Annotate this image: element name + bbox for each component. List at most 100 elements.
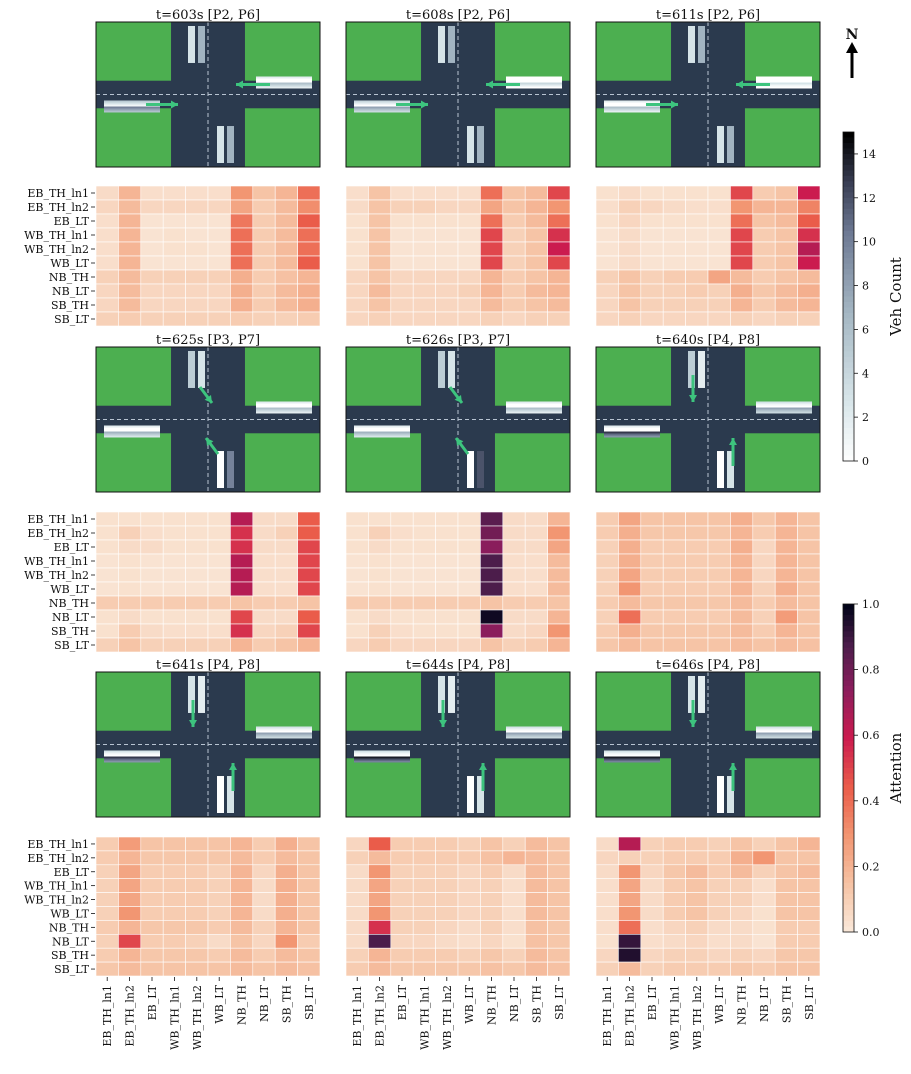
wb-lane-count: [506, 403, 562, 406]
col-tick-label: WB_LT: [213, 984, 226, 1023]
heatmap-cell: [547, 227, 571, 243]
heatmap-cell: [207, 836, 231, 852]
heatmap-cell: [752, 199, 776, 215]
attention-heatmap: [345, 836, 571, 977]
eb-lane-count: [354, 750, 410, 753]
heatmap-cell: [707, 961, 731, 977]
heatmap-cell: [390, 595, 414, 611]
heatmap-cell: [797, 933, 821, 949]
heatmap-cell: [345, 255, 369, 271]
heatmap-cell: [297, 920, 321, 935]
heatmap-cell: [752, 511, 776, 527]
heatmap-cell: [457, 892, 481, 907]
heatmap-cell: [524, 269, 548, 285]
heatmap-cell: [662, 864, 686, 879]
wb-lane-count: [256, 403, 312, 406]
wb-lane-count: [256, 80, 312, 83]
wb-lane-count: [506, 401, 562, 404]
heatmap-cell: [457, 567, 481, 583]
wb-lane-count: [756, 78, 812, 81]
colorbar-gradient-slice: [843, 642, 854, 649]
colorbar-gradient-slice: [843, 877, 854, 884]
colorbar-gradient-slice: [843, 746, 854, 753]
eb-lane-count: [104, 760, 160, 763]
colorbar-gradient-slice: [843, 142, 854, 149]
heatmap-cell: [118, 553, 142, 569]
colorbar-tick-label: 14: [862, 148, 876, 161]
panel-frame: [345, 671, 571, 818]
heatmap-cell: [502, 947, 526, 963]
colorbar-gradient-slice: [843, 751, 854, 758]
heatmap-cell: [274, 199, 298, 215]
heatmap-cell: [162, 297, 186, 313]
col-tick-label: EB_TH_ln2: [624, 985, 637, 1047]
heatmap-cell: [774, 892, 798, 907]
grass-block-ne: [494, 347, 570, 406]
heatmap-cell: [640, 906, 664, 921]
heatmap-cell: [774, 227, 798, 243]
eb-lane-count: [104, 110, 160, 113]
heatmap-cell: [252, 539, 276, 555]
heatmap-cell: [412, 623, 436, 639]
colorbar-gradient-slice: [843, 175, 854, 182]
heatmap-cell: [662, 199, 686, 215]
colorbar-gradient-slice: [843, 811, 854, 818]
heatmap-cell: [774, 836, 798, 852]
heatmap-cell: [685, 595, 709, 611]
heatmap-cell: [595, 567, 619, 583]
colorbar-gradient-slice: [843, 356, 854, 363]
nb-lane-count: [217, 451, 224, 488]
heatmap-cell: [685, 637, 709, 653]
col-tick-label: WB_LT: [463, 984, 476, 1023]
colorbar-gradient-slice: [843, 691, 854, 698]
movement-arrow-head: [689, 395, 697, 402]
row-tick-label: WB_TH_ln1: [24, 880, 89, 893]
heatmap-cell: [230, 567, 254, 583]
heatmap-cell: [230, 297, 254, 313]
heatmap-cell: [640, 199, 664, 215]
heatmap-cell: [390, 623, 414, 639]
heatmap-cell: [480, 185, 504, 201]
heatmap-cell: [162, 836, 186, 852]
heatmap-cell: [774, 525, 798, 541]
heatmap-cell: [345, 906, 369, 921]
heatmap-cell: [252, 933, 276, 949]
wb-lane-count: [256, 734, 312, 737]
heatmap-cell: [140, 595, 164, 611]
grass-block-ne: [744, 347, 820, 406]
heatmap-cell: [707, 933, 731, 949]
heatmap-cell: [752, 213, 776, 229]
heatmap-cell: [118, 906, 142, 921]
colorbar-gradient-slice: [843, 367, 854, 374]
heatmap-cell: [368, 595, 392, 611]
heatmap-cell: [207, 961, 231, 977]
heatmap-cell: [730, 311, 754, 327]
colorbar-gradient-slice: [843, 296, 854, 303]
heatmap-cell: [662, 920, 686, 935]
heatmap-cell: [185, 185, 209, 201]
heatmap-cell: [368, 878, 392, 893]
heatmap-cell: [252, 836, 276, 852]
heatmap-cell: [774, 864, 798, 879]
attention-heatmap: [345, 511, 571, 653]
colorbar-tick-label: 6: [862, 323, 869, 336]
panel-title: t=611s [P2, P6]: [656, 8, 760, 23]
colorbar-gradient-slice: [843, 800, 854, 807]
heatmap-cell: [707, 213, 731, 229]
heatmap-cell: [390, 637, 414, 653]
heatmap-cell: [185, 850, 209, 866]
heatmap-cell: [640, 920, 664, 935]
wb-lane-count: [506, 82, 562, 85]
heatmap-cell: [774, 637, 798, 653]
colorbar-gradient-slice: [843, 696, 854, 703]
heatmap-cell: [457, 213, 481, 229]
col-tick-label: NB_TH: [736, 985, 749, 1025]
heatmap-cell: [797, 185, 821, 201]
heatmap-cell: [547, 199, 571, 215]
heatmap-cell: [252, 553, 276, 569]
heatmap-cell: [297, 892, 321, 907]
heatmap-cell: [480, 213, 504, 229]
heatmap-cell: [797, 920, 821, 935]
wb-lane-count: [756, 403, 812, 406]
movement-arrow-head: [421, 100, 428, 109]
